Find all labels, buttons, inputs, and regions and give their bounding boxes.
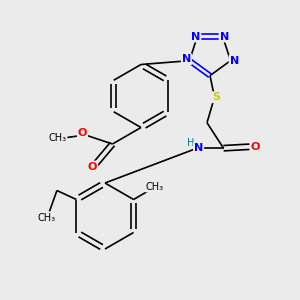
- Text: O: O: [88, 161, 97, 172]
- Text: N: N: [182, 54, 191, 64]
- Text: N: N: [220, 32, 229, 41]
- Text: CH₃: CH₃: [146, 182, 164, 192]
- Text: O: O: [250, 142, 260, 152]
- Text: H: H: [187, 138, 194, 148]
- Text: CH₃: CH₃: [49, 133, 67, 143]
- Text: S: S: [212, 92, 220, 102]
- Text: CH₃: CH₃: [38, 212, 56, 223]
- Text: O: O: [78, 128, 87, 139]
- Text: N: N: [191, 32, 200, 41]
- Text: N: N: [230, 56, 239, 66]
- Text: N: N: [194, 142, 203, 153]
